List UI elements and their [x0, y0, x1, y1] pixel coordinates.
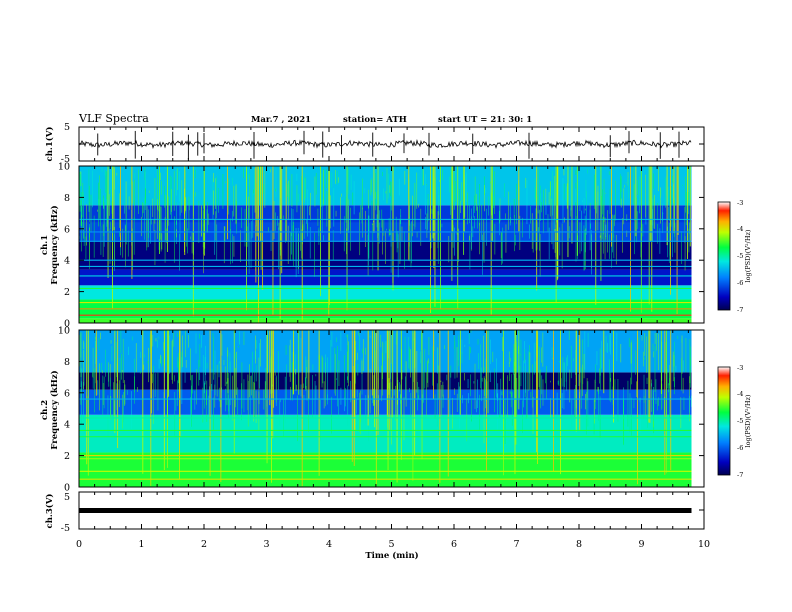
time-tick-label: 7 [513, 539, 519, 550]
ch3-waveform-frame [78, 491, 705, 530]
ch3-waveform-panel: 5 -5 ch.3(V) 0 1 2 3 4 5 6 7 8 9 10 Time (min) [44, 491, 710, 561]
spectrogram-texture [79, 330, 692, 487]
ch1-cb-tick-m3: -3 [737, 199, 743, 207]
ch1-cb-tick-m7: -7 [737, 306, 743, 314]
ch1-spectrogram-ylabel: Frequency (kHz) [49, 205, 60, 284]
ch2-spectrogram-channel-label: ch.2 [40, 400, 50, 420]
ch2-cb-tick-m4: -4 [737, 390, 743, 398]
freq-tick-label: 0 [64, 483, 70, 494]
time-tick-label: 8 [576, 539, 582, 550]
ch1-colorbar-scale [717, 201, 731, 311]
ch1-ytick-top: 5 [64, 122, 70, 133]
ch1-waveform-spikes [97, 130, 680, 160]
freq-tick-label: 2 [64, 287, 70, 298]
ch1-cb-tick-m6: -6 [737, 279, 743, 287]
freq-tick-label: 4 [64, 256, 70, 267]
freq-tick-label: 10 [58, 162, 70, 173]
ch2-spectrogram-frame [78, 329, 705, 488]
ch1-waveform-line [78, 139, 692, 149]
time-tick-label: 2 [201, 539, 207, 550]
date-label: Mar.7 , 2021 [251, 115, 311, 125]
time-tick-label: 1 [138, 539, 144, 550]
spectrogram-band [79, 452, 692, 487]
ch2-cb-tick-m7: -7 [737, 471, 743, 479]
ch2-spectrogram-image [79, 330, 704, 487]
ch1-ytick-bottom: -5 [61, 154, 70, 165]
start-ut-label: start UT = 21: 30: 1 [438, 115, 532, 125]
ch2-cb-tick-m5: -5 [737, 417, 743, 425]
freq-tick-label: 4 [64, 420, 70, 431]
ch1-spectrogram-frame [78, 165, 705, 324]
spectrogram-band [79, 269, 692, 286]
ch3-waveform-line [79, 508, 692, 513]
time-tick-label: 4 [326, 539, 332, 550]
time-tick-label: 9 [638, 539, 644, 550]
spectrogram-band [79, 414, 692, 453]
freq-tick-label: 6 [64, 224, 70, 235]
spectrogram-band [79, 389, 692, 415]
ch2-freq-tick-labels: 0 2 4 6 8 10 [58, 326, 70, 494]
ch3-ytick-bottom: -5 [61, 523, 70, 534]
freq-tick-label: 8 [64, 193, 70, 204]
figure-title: VLF Spectra [78, 112, 149, 125]
spectrogram-band [79, 318, 692, 323]
ch2-colorbar-label: log(PSD)(V²/Hz) [744, 394, 752, 447]
freq-tick-label: 0 [64, 319, 70, 330]
freq-tick-label: 10 [58, 326, 70, 337]
ch1-colorbar-label: log(PSD)(V²/Hz) [744, 229, 752, 282]
ch3-waveform-ylabel: ch.3(V) [44, 494, 55, 529]
ch1-waveform-panel: 5 -5 ch.1(V) [44, 122, 705, 165]
ch1-waveform-frame [78, 126, 705, 162]
freq-tick-label: 8 [64, 357, 70, 368]
ch1-cb-tick-m5: -5 [737, 252, 743, 260]
ch2-cb-tick-m6: -6 [737, 444, 743, 452]
time-tick-label: 3 [263, 539, 269, 550]
time-tick-labels: 0 1 2 3 4 5 6 7 8 9 10 [76, 539, 710, 550]
ch1-cb-tick-m4: -4 [737, 225, 743, 233]
time-tick-label: 0 [76, 539, 82, 550]
ch2-spectrogram-panel: 0 2 4 6 8 10 ch.2 Frequency (kHz) -3 -4 -5 -6… [40, 326, 752, 494]
freq-tick-label: 2 [64, 451, 70, 462]
ch2-colorbar: -3 -4 -5 -6 -7 log(PSD)(V²/Hz) [717, 364, 752, 479]
ch1-spectrogram-channel-label: ch.1 [40, 235, 50, 255]
time-tick-label: 5 [388, 539, 394, 550]
spectrogram-band [79, 285, 692, 300]
spectrogram-band [79, 241, 692, 270]
station-label: station= ATH [343, 115, 407, 125]
ch2-spectrogram-ylabel: Frequency (kHz) [49, 370, 60, 449]
ch1-spectrogram-panel: 0 2 4 6 8 10 ch.1 Frequency (kHz) -3 -4 -5 -6… [40, 162, 752, 330]
freq-tick-label: 6 [64, 388, 70, 399]
ch3-ytick-top: 5 [64, 492, 70, 503]
ch1-freq-tick-labels: 0 2 4 6 8 10 [58, 162, 70, 330]
ch2-colorbar-scale [717, 366, 731, 476]
spectrogram-band [79, 330, 692, 373]
time-tick-label: 6 [451, 539, 457, 550]
spectrogram-band [79, 166, 692, 206]
ch2-cb-tick-m3: -3 [737, 364, 743, 372]
ch1-waveform-ylabel: ch.1(V) [44, 127, 55, 162]
time-axis-label: Time (min) [365, 550, 418, 561]
ch1-spectrogram-image [79, 166, 704, 323]
ch1-colorbar: -3 -4 -5 -6 -7 log(PSD)(V²/Hz) [717, 199, 752, 314]
time-tick-label: 10 [698, 539, 710, 550]
